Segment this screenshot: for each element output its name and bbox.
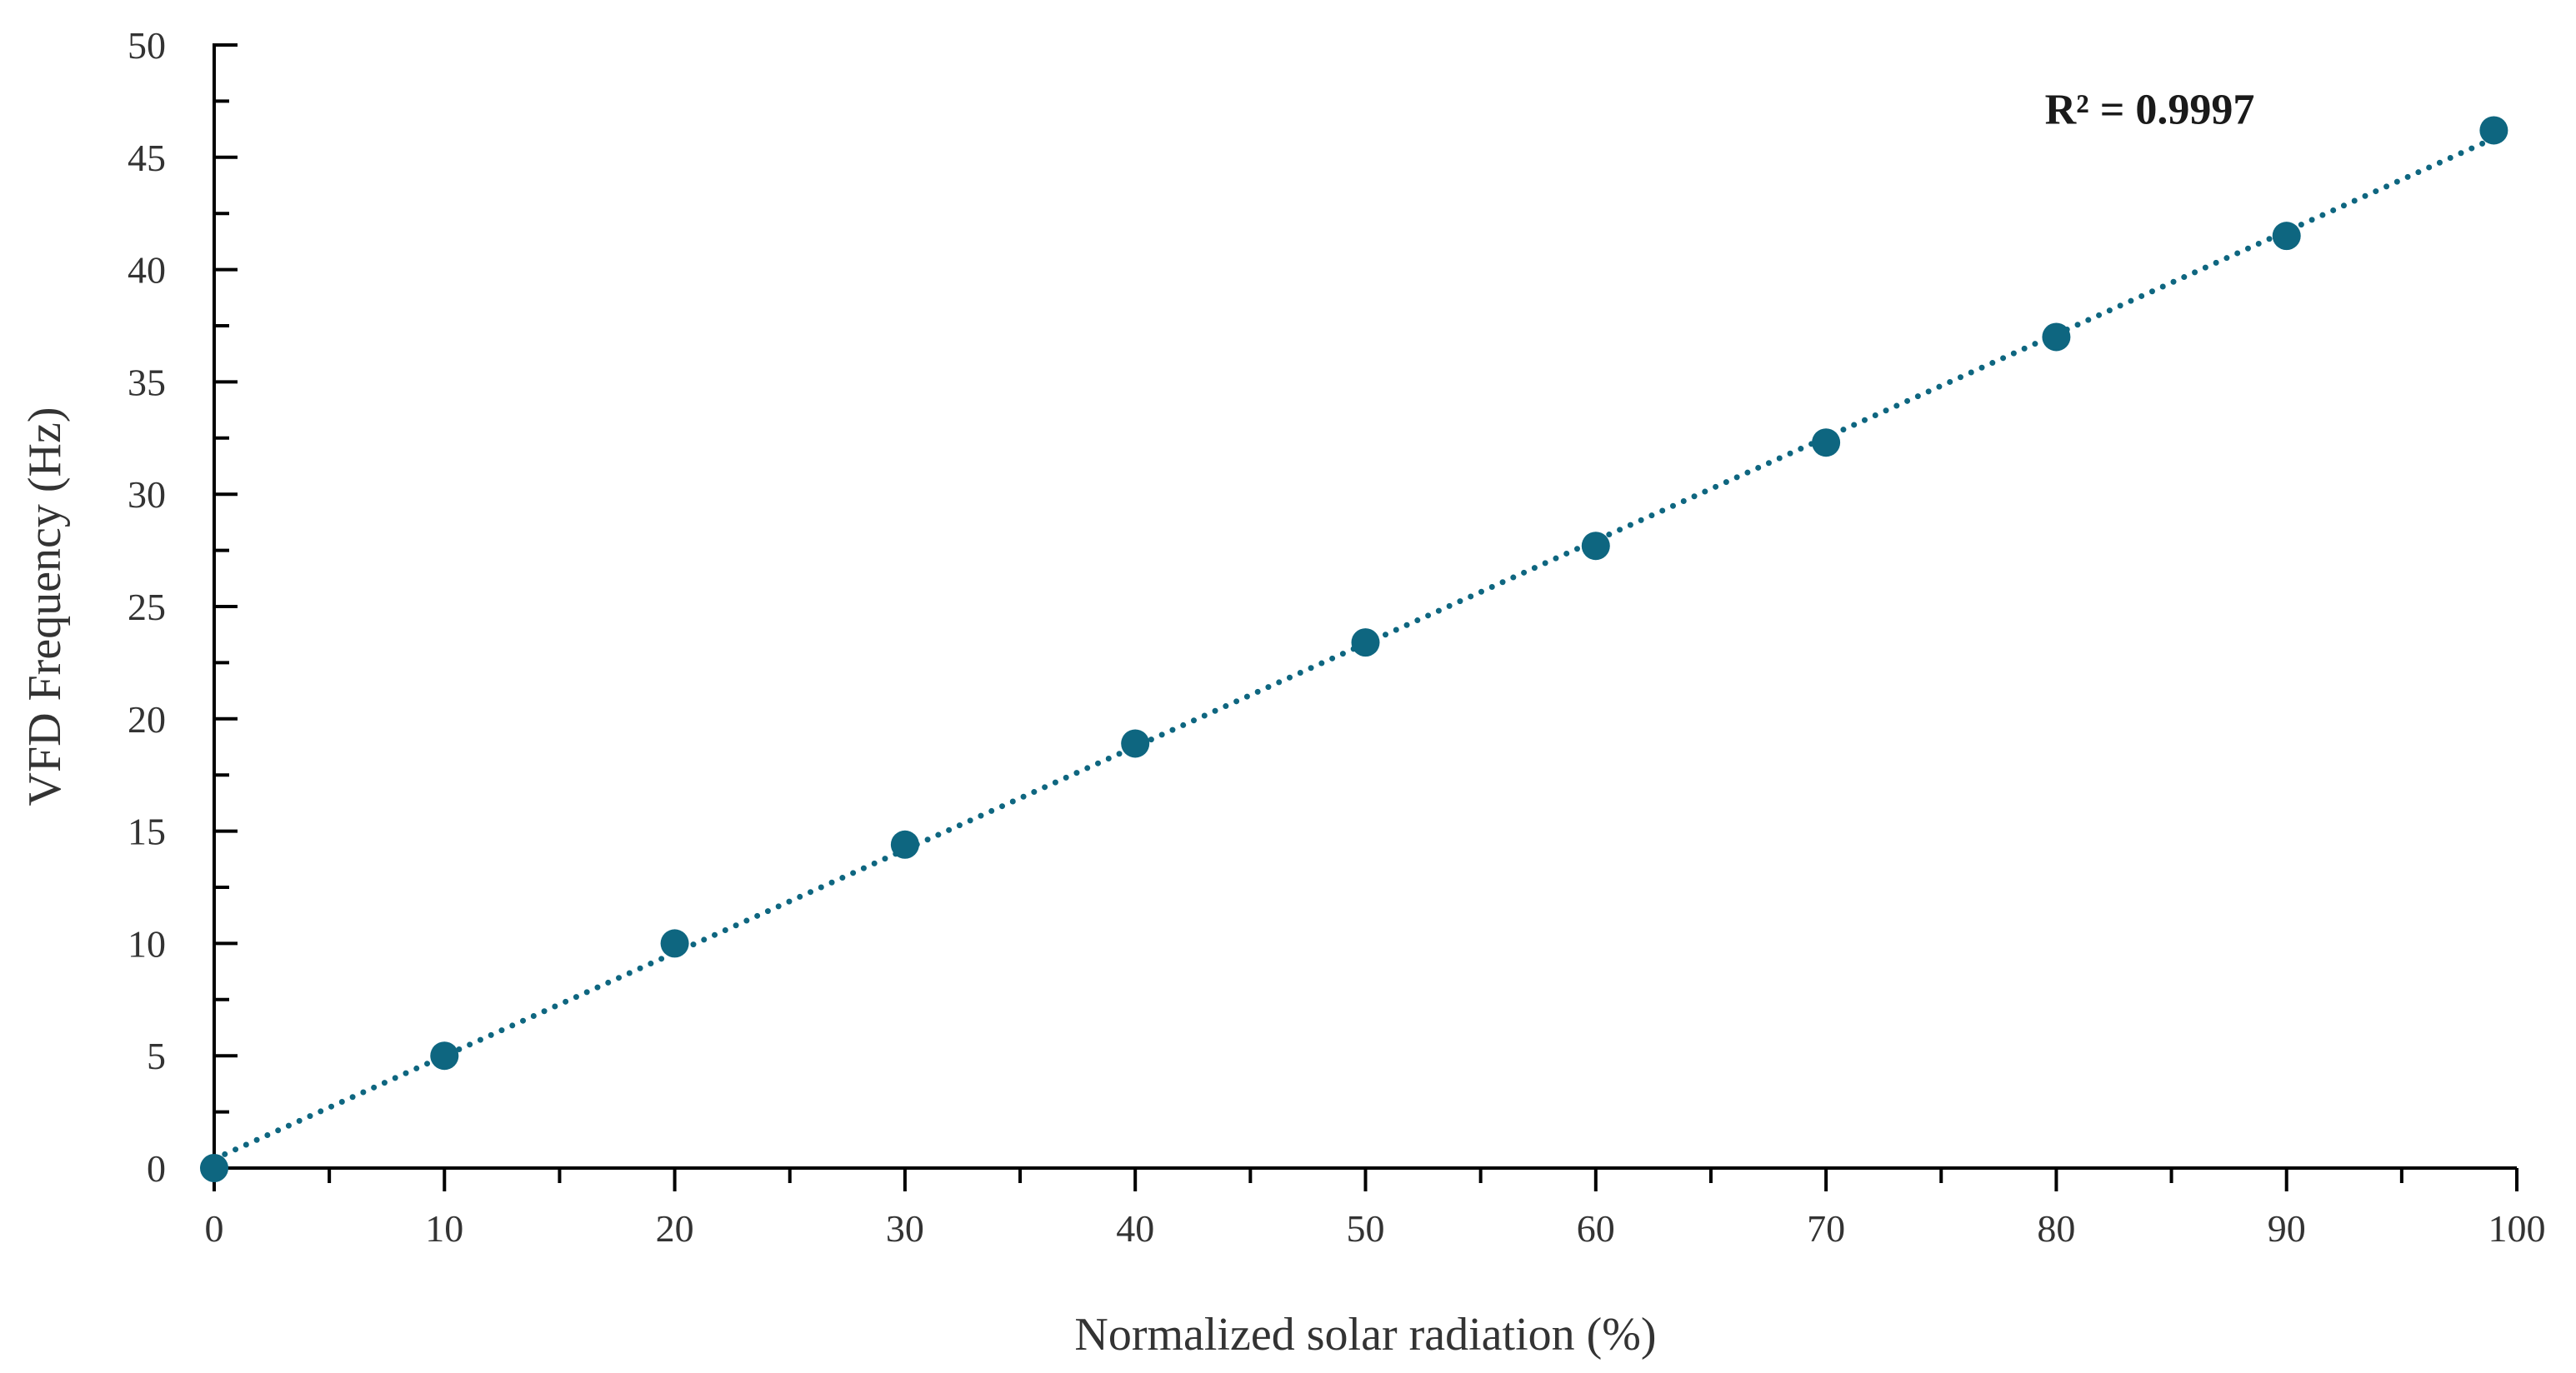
data-point (430, 1041, 459, 1071)
y-tick-label: 15 (128, 811, 166, 853)
data-point (2042, 322, 2071, 352)
x-tick-label: 70 (1807, 1207, 1845, 1250)
data-point (660, 929, 689, 958)
data-point (890, 830, 919, 859)
x-tick-label: 0 (205, 1207, 224, 1250)
y-tick-label: 30 (128, 473, 166, 516)
x-tick-label: 40 (1116, 1207, 1154, 1250)
y-tick-label: 5 (147, 1035, 166, 1077)
data-point (2479, 116, 2508, 145)
y-tick-label: 0 (147, 1147, 166, 1190)
r-squared-annotation: R² = 0.9997 (2045, 86, 2255, 133)
x-tick-label: 50 (1347, 1207, 1385, 1250)
x-tick-label: 60 (1577, 1207, 1615, 1250)
data-point (200, 1154, 228, 1182)
y-tick-label: 45 (128, 137, 166, 179)
x-axis-title: Normalized solar radiation (%) (1074, 1309, 1656, 1361)
axes (213, 43, 2517, 1170)
x-tick-label: 10 (425, 1207, 463, 1250)
y-tick-label: 35 (128, 361, 166, 403)
x-tick-label: 90 (2268, 1207, 2306, 1250)
x-tick-label: 100 (2488, 1207, 2546, 1250)
x-tick-label: 30 (886, 1207, 924, 1250)
data-point (2272, 222, 2301, 251)
data-point (1812, 428, 1841, 457)
y-axis-title: VFD Frequency (Hz) (19, 407, 71, 806)
y-tick-label: 40 (128, 249, 166, 292)
x-tick-label: 80 (2037, 1207, 2075, 1250)
data-point (1351, 628, 1380, 657)
axis-tick-labels: 0 10 20 30 40 50 60 70 80 90 100 0 5 10 15 20 25 30 35 40 45… (128, 24, 2546, 1250)
y-tick-label: 20 (128, 698, 166, 741)
x-tick-label: 20 (656, 1207, 694, 1250)
data-points (200, 116, 2508, 1182)
axis-ticks (213, 43, 2518, 1191)
y-tick-label: 10 (128, 922, 166, 965)
y-tick-label: 25 (128, 586, 166, 628)
data-point (1581, 532, 1610, 561)
data-point (1121, 729, 1150, 758)
y-tick-label: 50 (128, 24, 166, 67)
